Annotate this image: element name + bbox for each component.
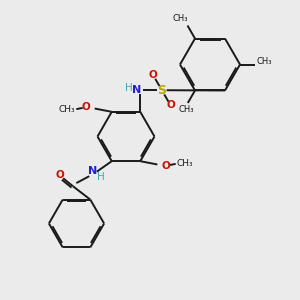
Text: H: H [97, 172, 104, 182]
Text: O: O [56, 170, 64, 180]
Text: O: O [167, 100, 175, 110]
Text: O: O [162, 161, 171, 171]
Text: O: O [81, 102, 90, 112]
Text: CH₃: CH₃ [58, 105, 75, 114]
Text: N: N [132, 85, 141, 95]
Text: CH₃: CH₃ [172, 14, 188, 23]
Text: N: N [88, 166, 97, 176]
Text: S: S [158, 84, 166, 97]
Text: CH₃: CH₃ [177, 159, 194, 168]
Text: CH₃: CH₃ [178, 105, 194, 114]
Text: O: O [148, 70, 157, 80]
Text: CH₃: CH₃ [257, 57, 272, 66]
Text: H: H [125, 83, 133, 93]
